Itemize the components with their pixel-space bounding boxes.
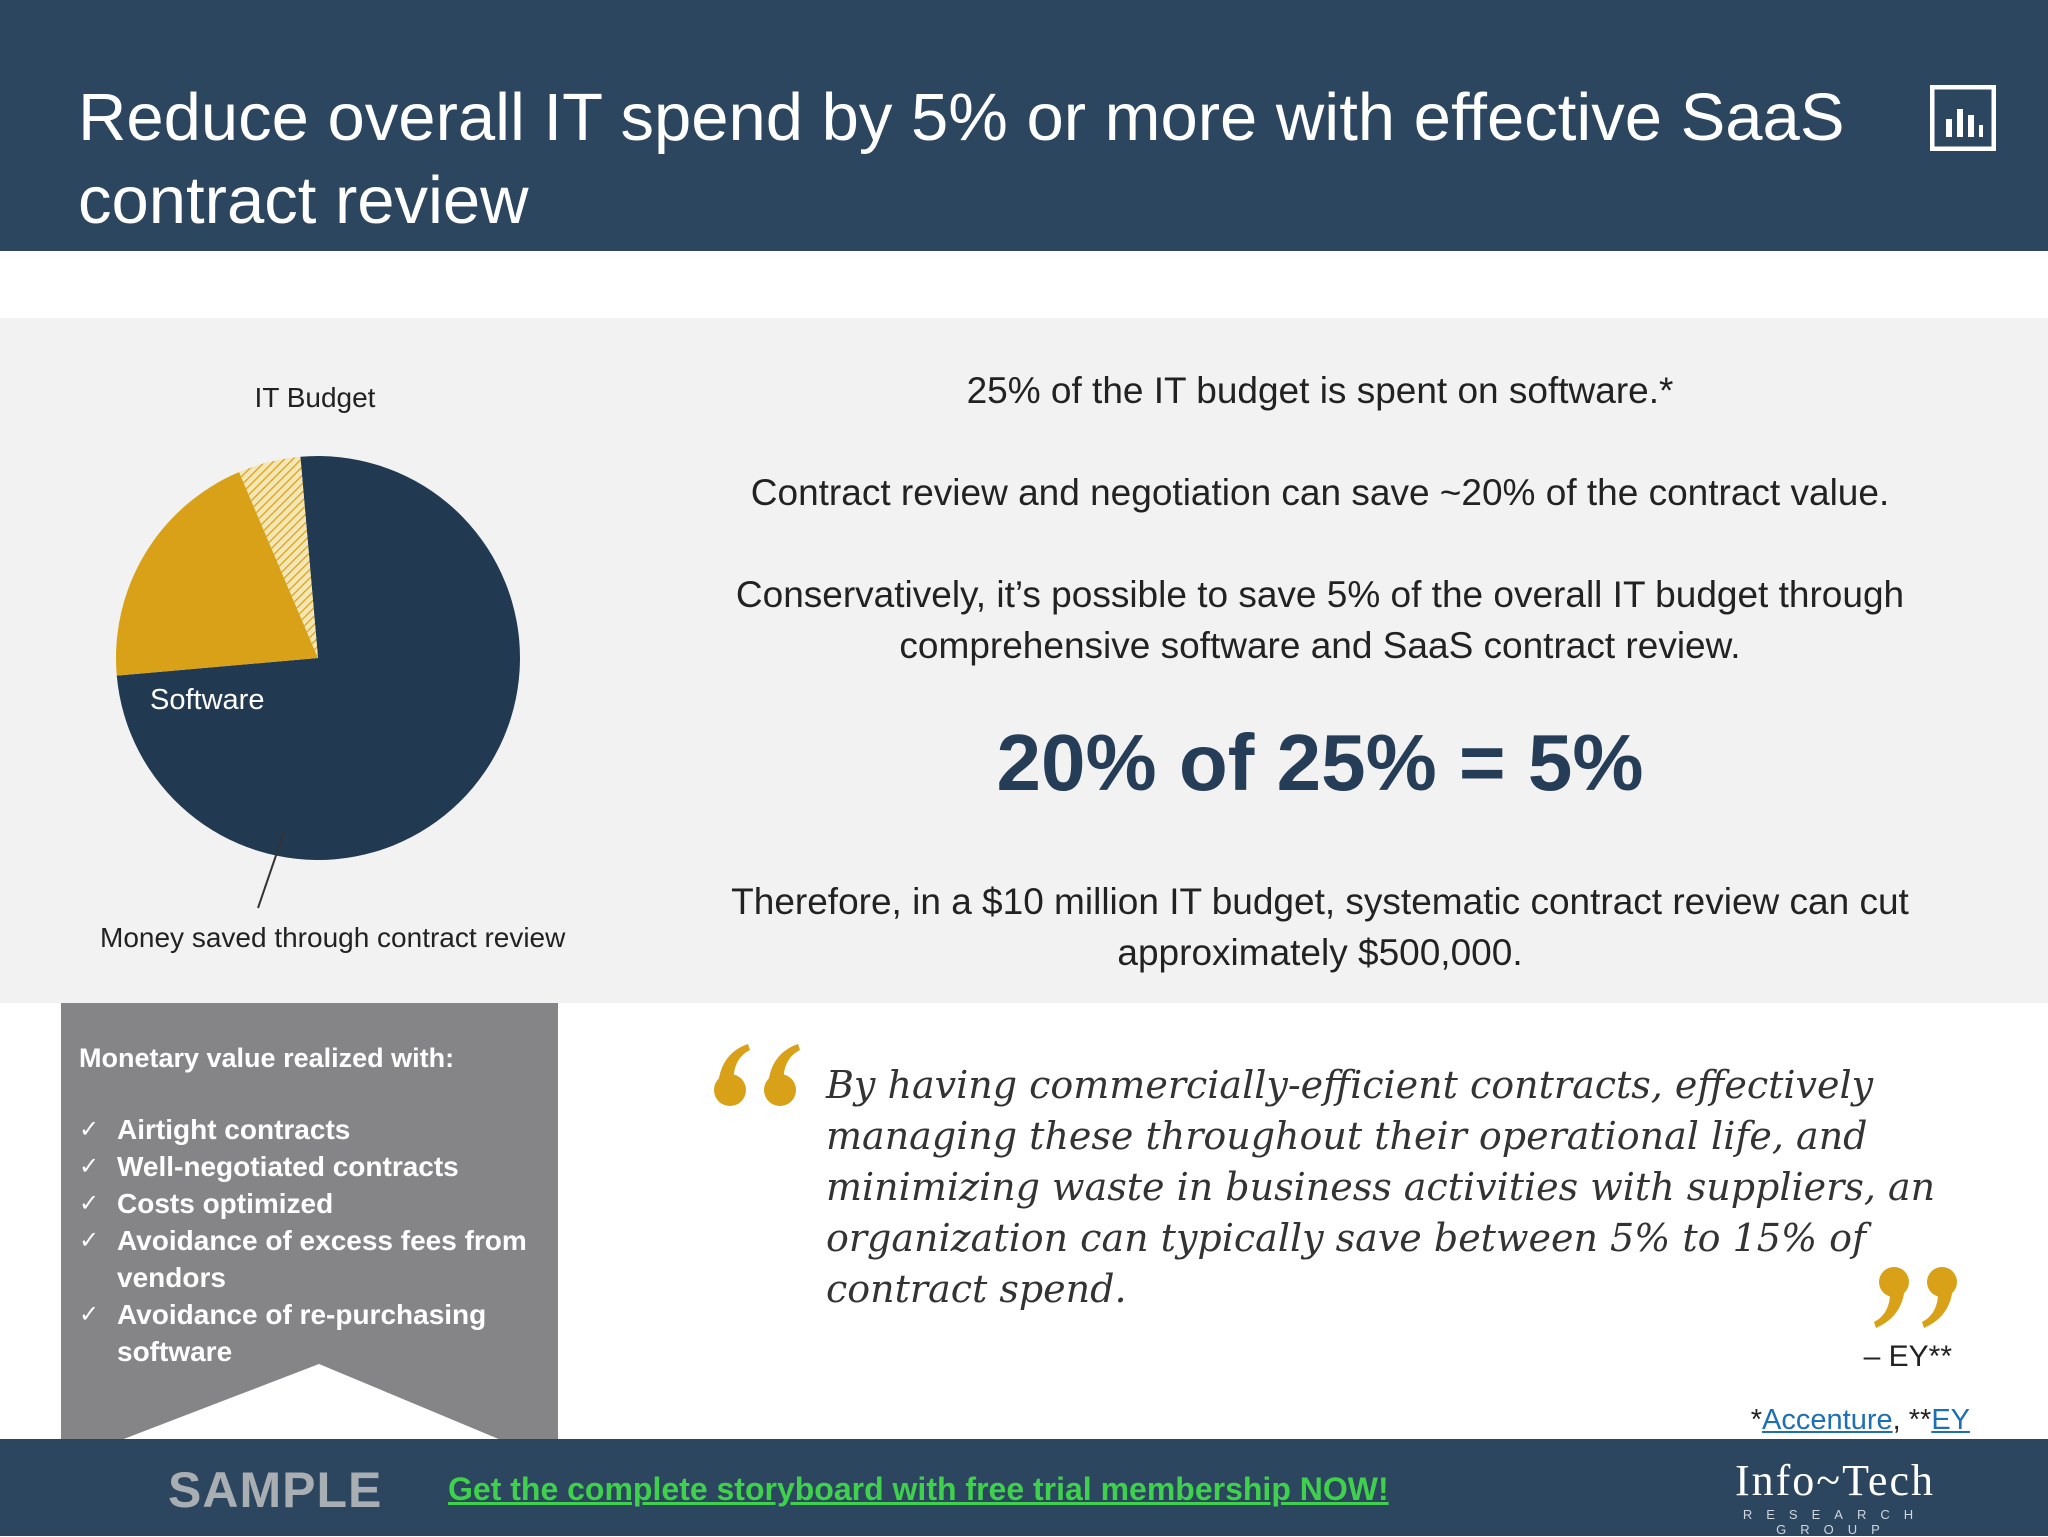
free-trial-link[interactable]: Get the complete storyboard with free tr… [448,1471,1389,1507]
stat-conservative-savings: Conservatively, it’s possible to save 5%… [735,574,1905,666]
box-notch [121,1364,501,1440]
footer-bar: SAMPLE Get the complete storyboard with … [0,1439,2048,1537]
stat-negotiation-savings: Contract review and negotiation can save… [750,472,1890,513]
sample-label: SAMPLE [168,1462,383,1518]
sources: *Accenture, **EY [1750,1404,1970,1436]
pie-chart [116,456,520,860]
savings-equation: 20% of 25% = 5% [996,718,1644,807]
list-item: ✓ Well-negotiated contracts [79,1148,549,1185]
logo-subtitle: RESEARCH GROUP [1742,1507,1928,1537]
list-item: ✓ Avoidance of re-purchasing software [79,1296,549,1370]
bar-chart-icon [1930,85,1996,151]
logo-name: Info~Tech [1735,1456,1935,1505]
pie-slice-software [116,472,319,676]
chart-title: IT Budget [254,382,376,413]
check-icon: ✓ [79,1189,100,1217]
quote-attribution: – EY** [1863,1340,1952,1373]
pie-slice-other [116,456,520,860]
check-icon: ✓ [79,1152,100,1180]
value-box-heading: Monetary value realized with: [79,1043,455,1073]
value-box: Monetary value realized with: ✓ Airtight … [61,1003,558,1439]
slice-label-software: Software [150,684,265,716]
page-title: Reduce overall IT spend by 5% or more wi… [78,80,1845,238]
open-quote-icon [714,1044,800,1106]
value-list: ✓ Airtight contracts ✓ Well-negotiated con… [79,1111,549,1370]
list-item: ✓ Costs optimized [79,1185,549,1222]
pie-slice-savings [239,456,318,658]
quote-text: By having commercially-efficient contrac… [826,1063,1936,1311]
header-bar: Reduce overall IT spend by 5% or more wi… [0,0,2048,251]
slice-label-savings: Money saved through contract review [100,922,566,953]
close-quote-icon [1874,1267,1957,1328]
stat-example-savings: Therefore, in a $10 million IT budget, s… [731,881,1909,973]
list-item: ✓ Airtight contracts [79,1111,549,1148]
check-icon: ✓ [79,1226,100,1254]
logo: Info~Tech RESEARCH GROUP [1690,1457,1980,1537]
list-item: ✓ Avoidance of excess fees from vendors [79,1222,549,1296]
check-icon: ✓ [79,1300,100,1328]
source-link-ey[interactable]: EY [1931,1404,1970,1436]
stat-software-share: 25% of the IT budget is spent on softwar… [966,370,1674,411]
source-link-accenture[interactable]: Accenture [1762,1404,1893,1436]
check-icon: ✓ [79,1115,100,1143]
leader-line [257,831,285,909]
